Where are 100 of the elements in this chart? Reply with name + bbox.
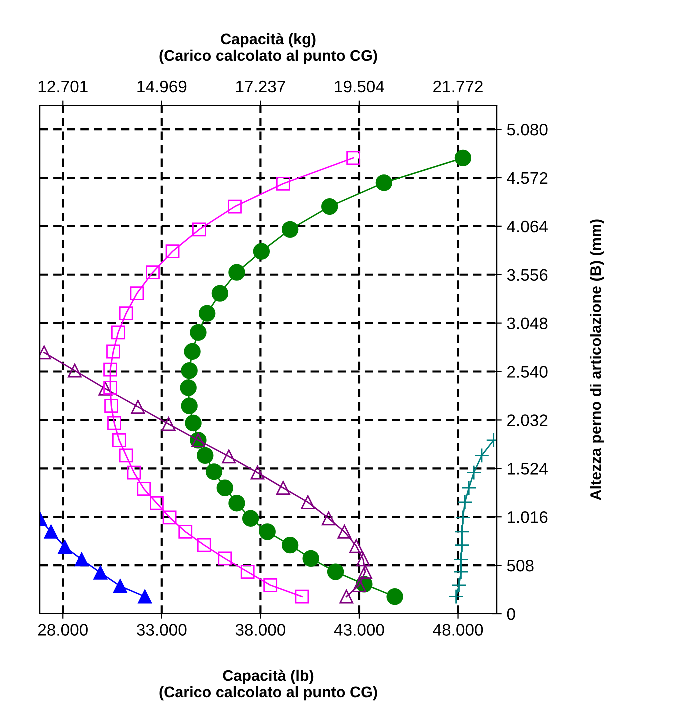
point xyxy=(104,381,118,395)
y-tick-label: 1.524 xyxy=(508,463,548,475)
point xyxy=(166,244,180,259)
point xyxy=(340,590,354,604)
point xyxy=(104,399,118,414)
point xyxy=(452,578,467,594)
point xyxy=(192,222,206,237)
point xyxy=(58,540,72,554)
point xyxy=(162,417,176,432)
point xyxy=(212,285,229,302)
point xyxy=(352,578,366,592)
point xyxy=(282,537,299,554)
point xyxy=(454,150,472,166)
point xyxy=(106,344,120,359)
point xyxy=(137,482,152,496)
y-tick-label: 508 xyxy=(507,560,534,572)
point xyxy=(253,243,270,260)
point xyxy=(242,510,260,527)
point xyxy=(322,198,338,216)
point xyxy=(259,524,276,540)
point xyxy=(197,538,212,552)
point xyxy=(112,433,126,448)
point xyxy=(119,306,134,321)
x-tick-label: 48.000 xyxy=(433,624,484,636)
x-tick-label: 33.000 xyxy=(137,624,187,636)
x2-tick-label: 19.504 xyxy=(335,80,384,93)
point xyxy=(350,539,364,554)
point xyxy=(458,494,473,510)
point xyxy=(74,552,89,567)
point xyxy=(181,398,198,414)
point xyxy=(181,362,198,380)
point xyxy=(127,466,142,480)
point xyxy=(197,447,214,464)
point xyxy=(276,176,290,191)
y-tick-label: 2.032 xyxy=(508,414,548,426)
y-tick-label: 5.080 xyxy=(507,124,548,136)
x-tick-label: 38.000 xyxy=(236,624,286,636)
point xyxy=(228,200,242,214)
point xyxy=(240,565,255,579)
point xyxy=(190,324,207,342)
point xyxy=(346,151,361,166)
point xyxy=(150,496,164,510)
point xyxy=(250,466,265,480)
point xyxy=(448,589,464,604)
point xyxy=(104,362,118,377)
point xyxy=(119,448,134,463)
point xyxy=(184,343,201,360)
y-tick-label: 0 xyxy=(507,608,516,620)
point xyxy=(146,266,160,280)
point xyxy=(131,400,146,414)
point xyxy=(454,538,470,553)
point xyxy=(199,305,216,322)
x-tick-label: 28.000 xyxy=(38,624,88,636)
point xyxy=(98,382,113,396)
point xyxy=(178,525,193,539)
point xyxy=(376,174,393,192)
x2-tick-label: 17.237 xyxy=(236,80,286,93)
x2-tick-label: 12.701 xyxy=(38,80,88,93)
point xyxy=(456,510,471,526)
point xyxy=(462,480,477,496)
point xyxy=(138,590,152,604)
point xyxy=(130,286,144,301)
y-tick-label: 2.540 xyxy=(508,366,548,378)
point xyxy=(94,566,108,580)
point xyxy=(111,326,126,340)
y-tick-label: 3.048 xyxy=(507,318,548,330)
point xyxy=(228,264,246,281)
point xyxy=(216,480,234,496)
x2-tick-label: 14.969 xyxy=(138,80,187,93)
point xyxy=(44,525,58,539)
point xyxy=(295,590,310,604)
point xyxy=(185,414,202,432)
point xyxy=(276,481,290,496)
point xyxy=(338,525,352,539)
point xyxy=(108,416,122,430)
point xyxy=(222,450,236,464)
y-tick-label: 4.064 xyxy=(507,220,548,233)
x-axis-title: Capacità (lb) (Carico calcolato al punto CG) xyxy=(160,670,378,701)
point xyxy=(264,578,278,592)
point xyxy=(454,524,470,540)
point xyxy=(228,495,246,512)
point xyxy=(113,579,128,594)
x2-axis-title: Capacità (kg) (Carico calcolato al punto CG) xyxy=(160,33,378,64)
y-tick-label: 3.556 xyxy=(507,269,548,282)
point xyxy=(356,552,370,567)
point xyxy=(301,495,316,510)
y-axis-title: Altezza perno di articolazione (B) (mm) xyxy=(590,220,604,500)
y-tick-label: 1.016 xyxy=(508,512,548,524)
point xyxy=(474,448,490,464)
point xyxy=(162,510,177,525)
point xyxy=(218,552,232,566)
point xyxy=(358,565,372,579)
point xyxy=(68,364,82,378)
point xyxy=(466,465,482,480)
point xyxy=(386,588,404,606)
point xyxy=(282,221,299,238)
point xyxy=(322,512,336,526)
point xyxy=(206,464,223,480)
x-tick-label: 43.000 xyxy=(334,624,384,636)
point xyxy=(180,380,197,396)
